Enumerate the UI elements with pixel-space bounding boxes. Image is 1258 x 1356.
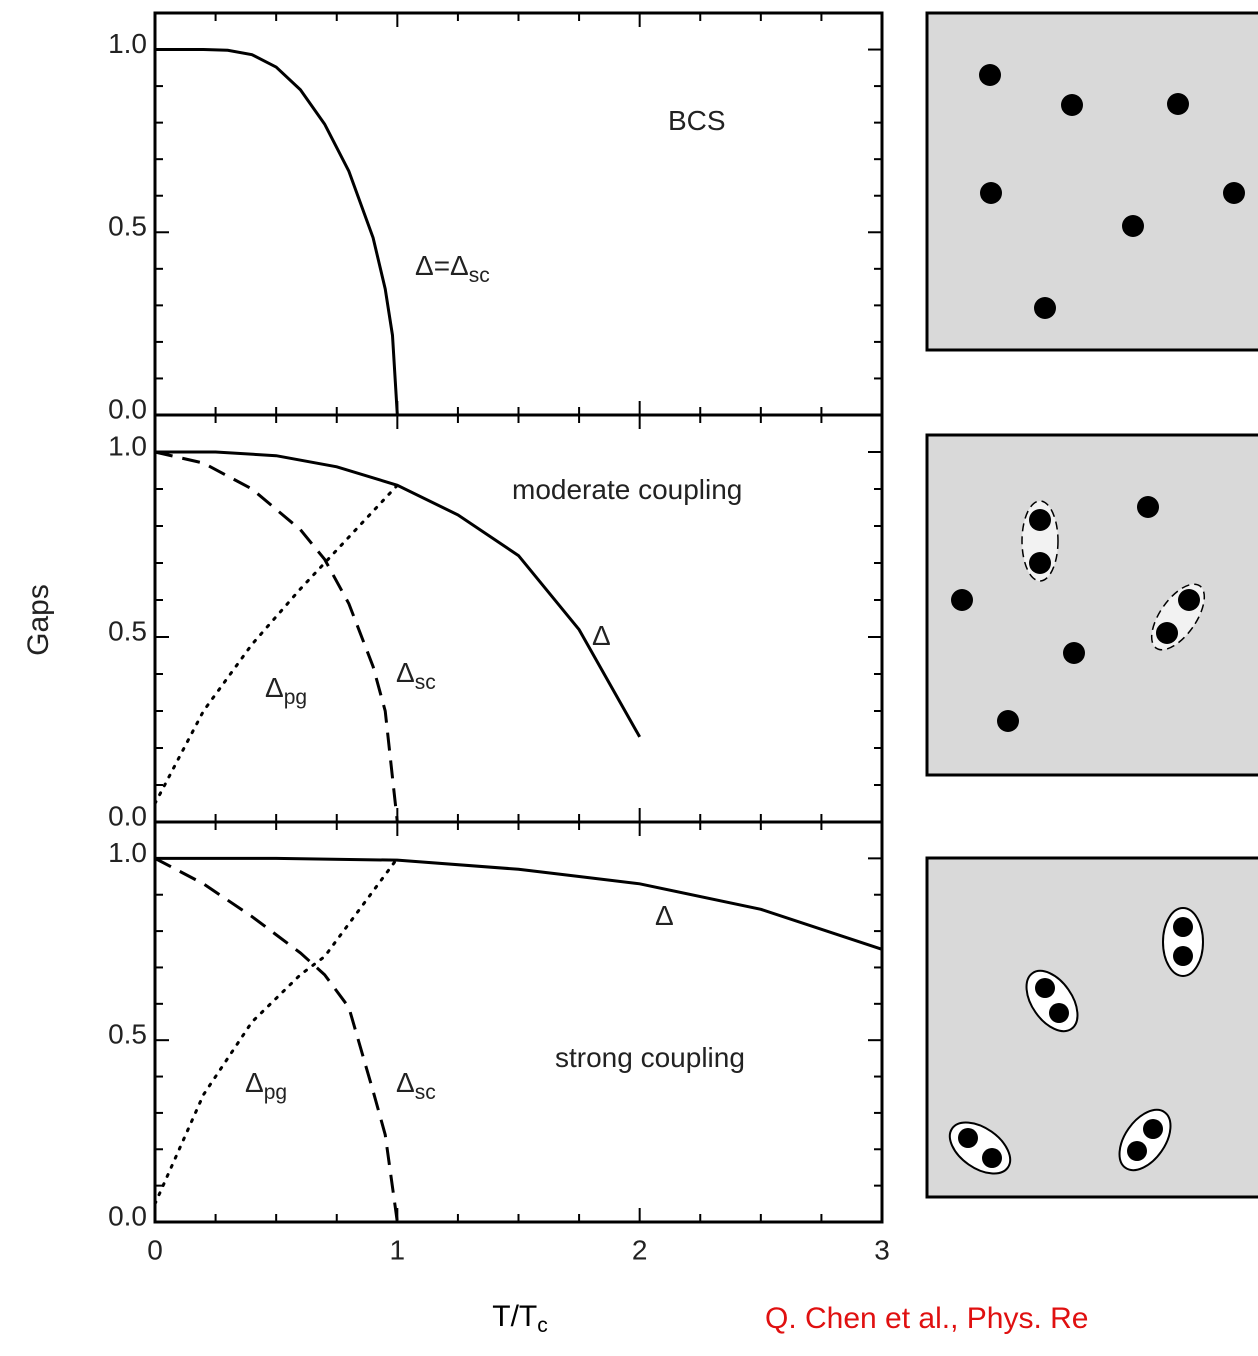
annotation-sub: pg [264,1081,287,1104]
y-tick-label: 1.0 [108,837,147,868]
plot-frame [153,820,884,1224]
annotation: Δpg [265,672,307,708]
annotation-sub: sc [415,1081,436,1104]
x-tick-label: 1 [390,1234,406,1265]
schematics [925,11,1258,1199]
annotation: Δ [592,620,611,651]
x-axis-label-sub: c [537,1314,548,1337]
annotation: BCS [668,105,726,136]
annotation: Δpg [245,1067,287,1103]
particles [951,496,1200,732]
line [154,857,399,1223]
annotation: moderate coupling [512,474,742,505]
annotation-main: BCS [668,105,726,136]
annotation: Δ [655,900,674,931]
schematic-box [925,433,1258,777]
x-tick-label: 3 [874,1234,890,1265]
line [153,483,399,805]
annotation: Δsc [396,657,436,693]
annotation-sub: sc [469,264,490,287]
y-axis-label: Gaps [22,584,55,656]
line [155,48,399,416]
particles [958,917,1193,1168]
annotation-main: Δ [655,900,674,931]
annotation-main: Δ [592,620,611,651]
annotation: Δ=Δsc [415,250,490,286]
annotation-main: Δ [265,672,284,703]
x-tick-label: 0 [147,1234,163,1265]
y-tick-label: 0.5 [108,615,147,646]
y-tick-label: 0.0 [108,393,147,424]
annotation: strong coupling [555,1042,745,1073]
x-tick-label: 2 [632,1234,648,1265]
annotation-sub: pg [284,686,307,709]
annotation-main: Δ [396,1067,415,1098]
y-tick-label: 0.5 [108,1019,147,1050]
annotation-main: Δ [245,1067,264,1098]
y-tick-label: 0.0 [108,800,147,831]
y-tick-label: 1.0 [108,430,147,461]
plot-frame [153,11,884,417]
annotation: Δsc [396,1067,436,1103]
line [153,856,399,1206]
annotation-main: strong coupling [555,1042,745,1073]
line [154,450,399,823]
y-tick-label: 0.0 [108,1200,147,1231]
x-axis-label: T/Tc [492,1300,548,1337]
schematic-box [925,11,1258,352]
annotation-main: Δ=Δ [415,250,469,281]
y-tick-label: 0.5 [108,211,147,242]
x-axis-label-main: T/T [492,1300,537,1333]
y-tick-label: 1.0 [108,28,147,59]
annotation-main: Δ [396,657,415,688]
citation: Q. Chen et al., Phys. Re [765,1302,1088,1335]
particles [979,64,1245,319]
annotation-main: moderate coupling [512,474,742,505]
line [155,856,883,951]
annotation-sub: sc [415,671,436,694]
